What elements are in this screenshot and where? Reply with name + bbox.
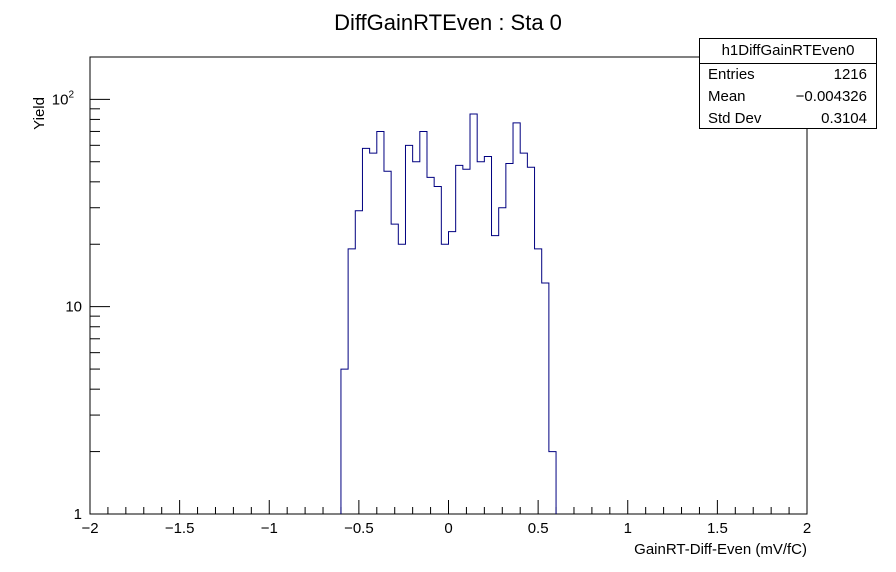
- histogram-bin: [420, 131, 427, 514]
- x-tick-label: 1: [624, 520, 632, 537]
- x-tick-label: −0.5: [344, 520, 374, 537]
- y-tick-label: 10: [65, 299, 82, 316]
- y-axis-label: Yield: [31, 97, 48, 130]
- stats-label: Mean: [708, 88, 746, 105]
- histogram-bin: [535, 249, 542, 514]
- x-axis-label: GainRT-Diff-Even (mV/fC): [634, 541, 807, 558]
- stats-row-stddev: Std Dev 0.3104: [700, 108, 876, 130]
- histogram-bin: [470, 114, 477, 514]
- x-tick-label: −1.5: [165, 520, 195, 537]
- histogram-bin: [405, 145, 412, 514]
- stats-value: 1216: [833, 66, 867, 83]
- y-tick-label: 102: [52, 89, 75, 108]
- stats-value: −0.004326: [795, 88, 867, 105]
- histogram-bin: [413, 162, 420, 514]
- stats-box: h1DiffGainRTEven0 Entries 1216 Mean −0.0…: [699, 38, 877, 129]
- histogram-bin: [384, 171, 391, 514]
- histogram-bin: [341, 369, 348, 514]
- histogram-bin: [477, 162, 484, 514]
- histogram-bin: [527, 167, 534, 514]
- histogram-bin: [549, 452, 556, 514]
- x-tick-label: −1: [261, 520, 278, 537]
- histogram-bin: [542, 283, 549, 514]
- histogram-bin: [513, 123, 520, 514]
- stats-label: Std Dev: [708, 110, 762, 127]
- histogram-bin: [348, 249, 355, 514]
- histogram-bin: [463, 169, 470, 514]
- histogram-bins: [341, 114, 556, 514]
- histogram-bin: [456, 165, 463, 514]
- histogram-bin: [499, 208, 506, 514]
- x-axis-ticks: [89, 500, 808, 514]
- chart-title: DiffGainRTEven : Sta 0: [334, 10, 562, 35]
- x-tick-label: 1.5: [707, 520, 728, 537]
- histogram-series-line: [340, 113, 557, 514]
- stats-histogram-name: h1DiffGainRTEven0: [700, 39, 876, 64]
- histogram-bin: [506, 164, 513, 514]
- histogram-bin: [449, 232, 456, 514]
- stats-row-entries: Entries 1216: [700, 64, 876, 86]
- histogram-bin: [484, 156, 491, 514]
- histogram-bin: [434, 186, 441, 514]
- histogram-bin: [362, 148, 369, 514]
- histogram-bin: [520, 153, 527, 514]
- histogram-bin: [391, 224, 398, 514]
- histogram-bin: [441, 244, 448, 514]
- histogram-bin: [355, 211, 362, 514]
- histogram-bin: [492, 236, 499, 514]
- y-tick-label: 1: [74, 506, 82, 523]
- histogram-bin: [398, 244, 405, 514]
- x-tick-label: −2: [81, 520, 98, 537]
- x-axis-tick-labels: −2 −1.5 −1 −0.5 0 0.5 1 1.5 2: [81, 520, 811, 537]
- x-tick-label: 0: [444, 520, 452, 537]
- histogram-bin: [427, 177, 434, 514]
- y-axis-tick-labels: 1 10 102: [52, 89, 82, 523]
- x-tick-label: 0.5: [528, 520, 549, 537]
- stats-row-mean: Mean −0.004326: [700, 86, 876, 108]
- x-tick-label: 2: [803, 520, 811, 537]
- histogram-bin: [377, 131, 384, 514]
- stats-label: Entries: [708, 66, 755, 83]
- stats-value: 0.3104: [821, 110, 867, 127]
- y-axis-ticks: [90, 98, 110, 515]
- histogram-bin: [370, 153, 377, 514]
